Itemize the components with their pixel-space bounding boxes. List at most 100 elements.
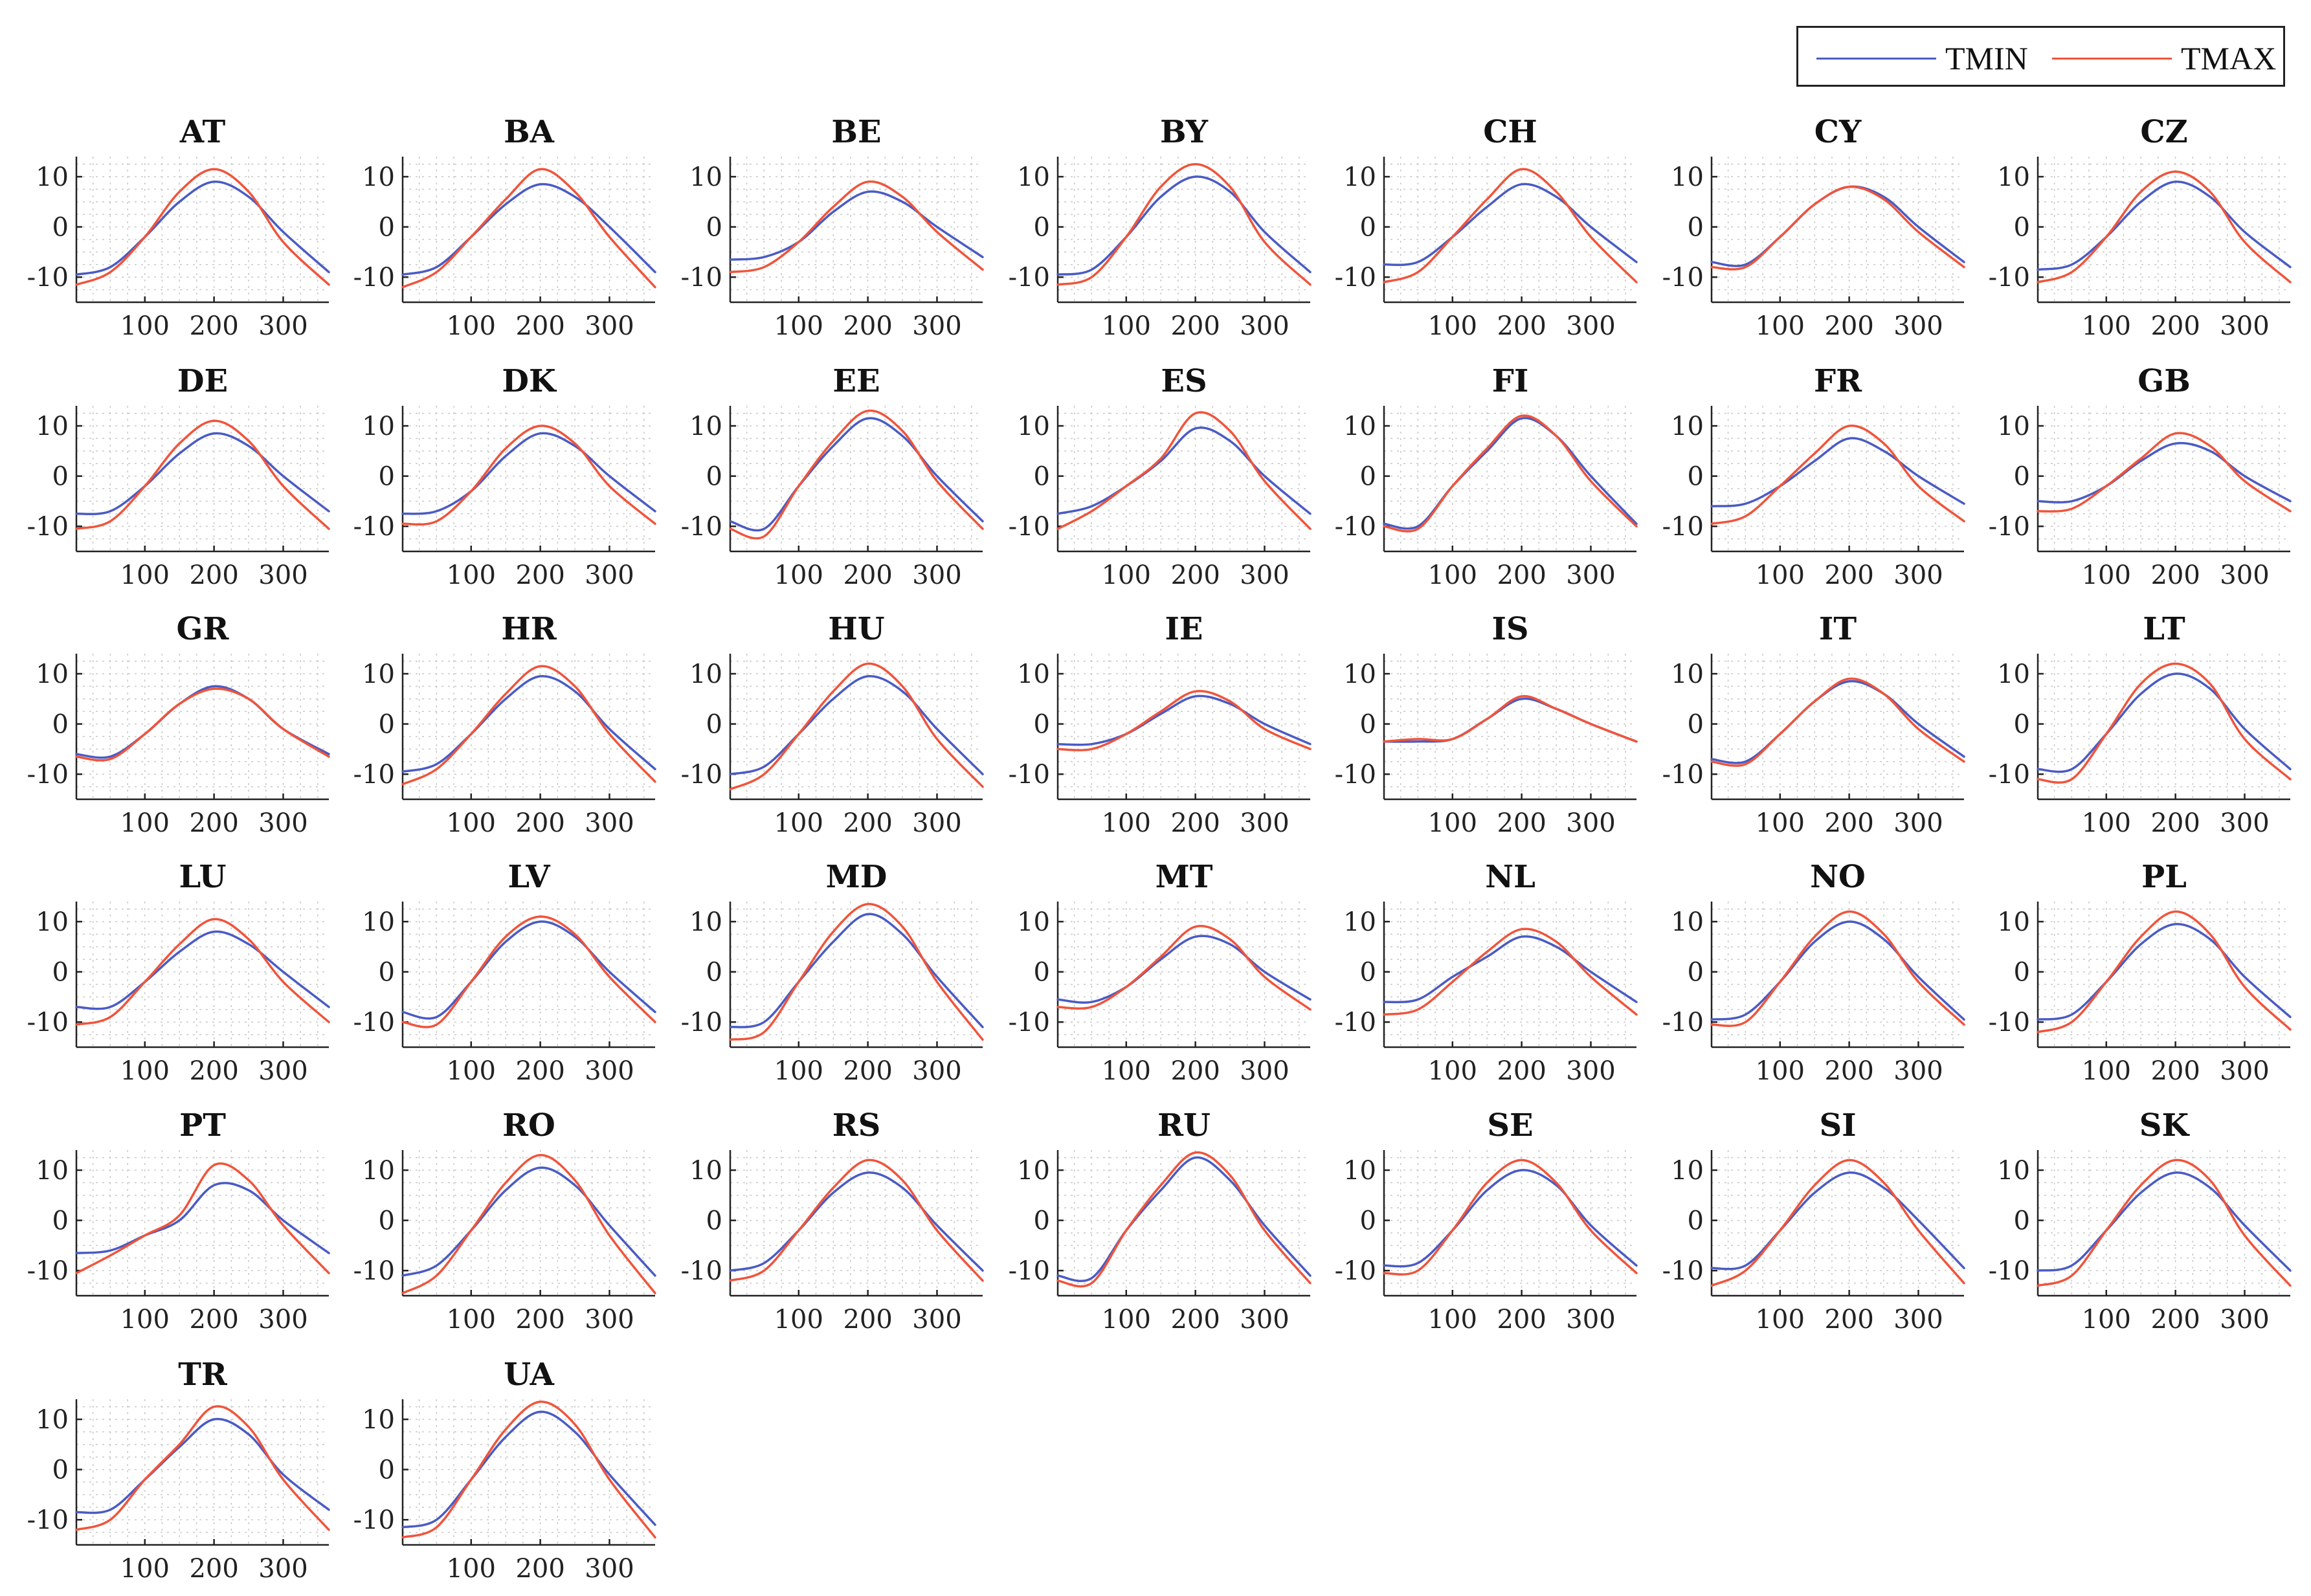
x-tick-label: 100 (1102, 311, 1151, 341)
y-tick-label: 0 (2014, 462, 2030, 492)
panel-title: SK (2139, 1107, 2191, 1144)
series-line-tmax (1710, 1158, 1965, 1287)
series-line-tmin (1056, 694, 1312, 746)
x-tick-label: 200 (1824, 808, 1873, 838)
y-tick-label: -10 (27, 760, 69, 790)
series-line-tmax (1383, 1158, 1638, 1276)
series-line-tmin (1710, 185, 1965, 267)
series-line-tmin (1383, 417, 1638, 530)
panel-title: ES (1161, 363, 1207, 399)
y-tick-label: 0 (1360, 462, 1376, 492)
x-tick-label: 100 (1756, 1305, 1805, 1335)
series-line-tmin (729, 675, 984, 775)
panel-no: NO -10 0 10 100 200 300 (1662, 859, 1965, 1086)
series-line-tmax (729, 903, 984, 1041)
x-tick-label: 300 (1240, 808, 1289, 838)
y-tick-label: 0 (1688, 958, 1704, 988)
x-tick-label: 200 (1497, 808, 1546, 838)
y-tick-label: -10 (1989, 512, 2030, 542)
x-tick-label: 300 (258, 808, 307, 838)
x-tick-label: 200 (2150, 1056, 2200, 1086)
series-line-tmax (729, 180, 984, 274)
grid-lines (1384, 157, 1636, 302)
panel-lt: LT -10 0 10 100 200 300 (1989, 611, 2292, 838)
y-tick-label: -10 (353, 512, 395, 542)
series-line-tmax (1710, 910, 1965, 1027)
series-line-tmax (401, 1154, 656, 1294)
x-tick-label: 300 (1893, 1305, 1943, 1335)
grid-lines (76, 902, 329, 1047)
y-tick-label: 10 (1671, 162, 1704, 192)
series-line-tmin (1383, 183, 1638, 267)
series-line-tmax (1383, 927, 1638, 1016)
x-tick-label: 100 (120, 1305, 170, 1335)
y-tick-label: 10 (1343, 162, 1376, 192)
x-tick-label: 100 (774, 560, 823, 590)
y-tick-label: -10 (1009, 1256, 1050, 1286)
x-tick-label: 300 (585, 808, 634, 838)
x-tick-label: 100 (2082, 311, 2131, 341)
x-tick-label: 200 (189, 560, 238, 590)
legend-label-tmax: TMAX (2181, 40, 2277, 76)
panel-title: GR (177, 611, 230, 647)
x-tick-label: 200 (1497, 311, 1546, 341)
x-tick-label: 300 (912, 808, 961, 838)
x-tick-label: 100 (1756, 1056, 1805, 1086)
y-tick-label: -10 (681, 1008, 722, 1037)
x-tick-label: 100 (447, 1305, 496, 1335)
x-tick-label: 200 (515, 1305, 564, 1335)
grid-lines (403, 1399, 655, 1545)
series-line-tmin (1383, 935, 1638, 1004)
grid-lines (1058, 406, 1310, 551)
series-line-tmax (75, 1405, 330, 1531)
grid-lines (2038, 902, 2290, 1047)
series-line-tmax (75, 918, 330, 1026)
grid-lines (2038, 157, 2290, 302)
y-tick-label: 10 (1997, 162, 2030, 192)
panel-title: DK (502, 363, 557, 399)
grid-lines (730, 654, 983, 799)
panel-title: TR (178, 1357, 228, 1393)
panel-title: FR (1814, 363, 1862, 399)
legend: TMIN TMAX (1796, 26, 2285, 87)
grid-lines (403, 406, 655, 551)
y-tick-label: 0 (379, 1206, 395, 1236)
x-tick-label: 300 (1566, 808, 1615, 838)
y-tick-label: 0 (52, 1206, 69, 1236)
y-tick-label: 10 (36, 162, 69, 192)
y-tick-label: 10 (362, 1156, 395, 1186)
y-tick-label: 10 (1017, 907, 1050, 937)
series-line-tmin (1383, 697, 1638, 743)
y-tick-label: -10 (1335, 512, 1376, 542)
series-line-tmax (1710, 424, 1965, 526)
series-line-tmin (401, 675, 656, 773)
panel-fi: FI -10 0 10 100 200 300 (1335, 363, 1638, 590)
x-tick-label: 300 (912, 560, 961, 590)
y-tick-label: -10 (681, 263, 722, 293)
series-line-tmax (75, 687, 330, 762)
panel-title: BE (831, 114, 881, 150)
legend-line-tmax (2052, 57, 2172, 60)
x-tick-label: 300 (1566, 1305, 1615, 1335)
x-tick-label: 100 (1428, 1056, 1477, 1086)
panel-nl: NL -10 0 10 100 200 300 (1335, 859, 1638, 1086)
series-line-tmax (1056, 411, 1312, 530)
grid-lines (1712, 157, 1964, 302)
y-tick-label: 0 (1034, 710, 1050, 740)
series-line-tmin (401, 432, 656, 515)
series-line-tmin (1056, 1156, 1312, 1282)
series-line-tmin (75, 930, 330, 1010)
panel-ru: RU -10 0 10 100 200 300 (1009, 1107, 1312, 1335)
y-tick-label: 0 (379, 958, 395, 988)
panel-title: BY (1160, 114, 1209, 150)
y-tick-label: 0 (379, 462, 395, 492)
panel-at: AT -10 0 10 100 200 300 (27, 114, 330, 341)
x-tick-label: 100 (774, 1305, 823, 1335)
series-line-tmax (75, 419, 330, 530)
y-tick-label: -10 (1009, 263, 1050, 293)
x-tick-label: 200 (1170, 1056, 1220, 1086)
series-line-tmin (1710, 920, 1965, 1021)
y-tick-label: -10 (27, 263, 69, 293)
y-tick-label: 10 (1017, 659, 1050, 689)
x-tick-label: 200 (1170, 560, 1220, 590)
